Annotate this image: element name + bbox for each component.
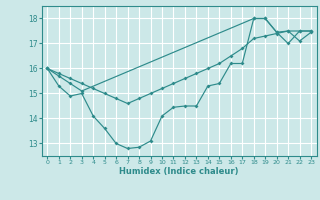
X-axis label: Humidex (Indice chaleur): Humidex (Indice chaleur)	[119, 167, 239, 176]
